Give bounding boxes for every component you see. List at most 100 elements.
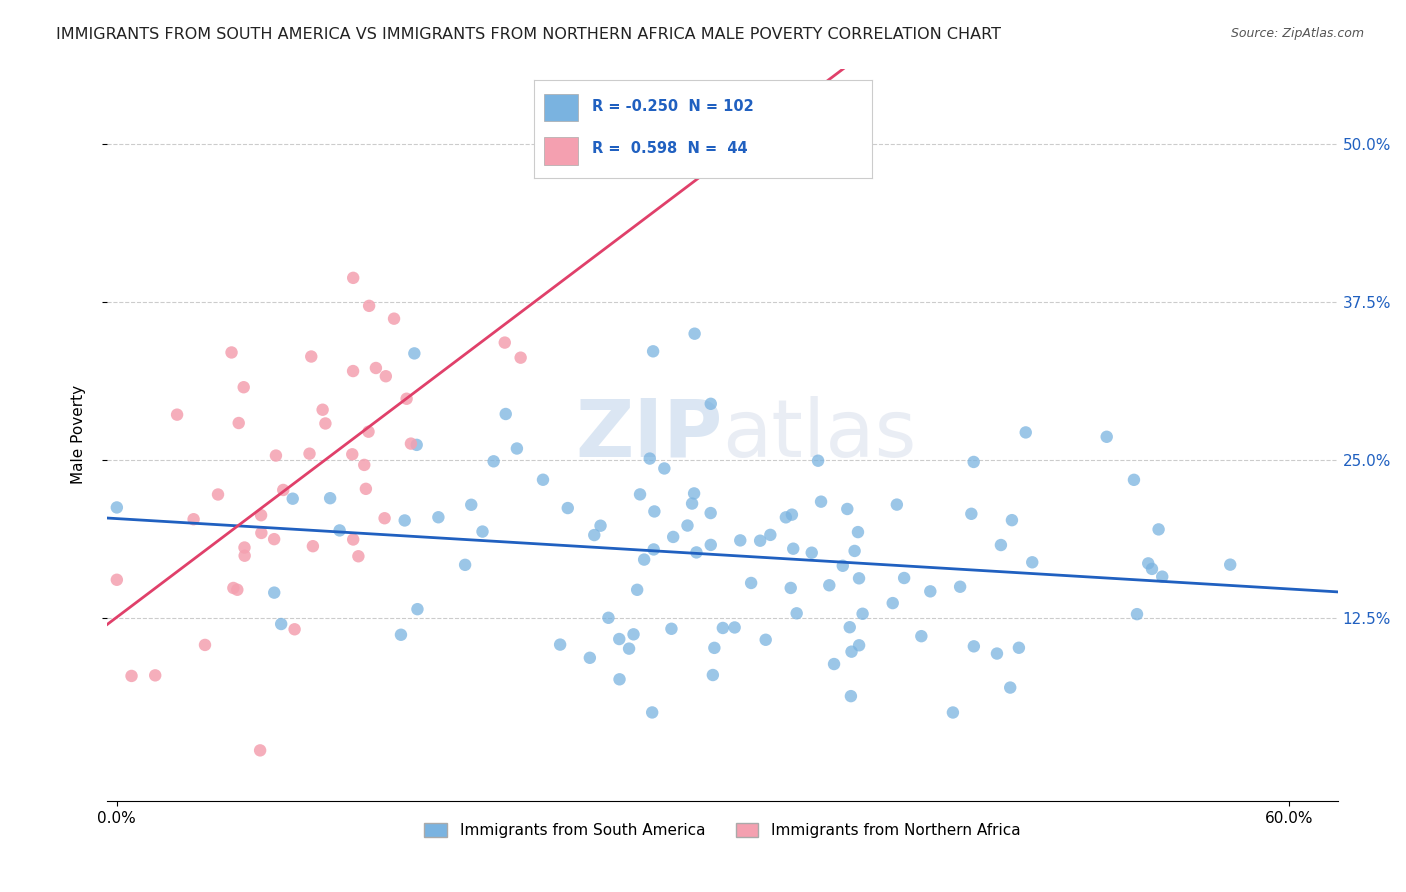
Point [920, 584, 942, 599]
Point [494, 335, 516, 350]
Point [700, 397, 723, 411]
Point [910, 629, 932, 643]
Point [263, 532, 285, 546]
Point [1123, 473, 1146, 487]
Point [395, 392, 418, 406]
Point [583, 528, 606, 542]
Point [963, 455, 986, 469]
Point [557, 501, 579, 516]
Point [222, 581, 245, 595]
Point [740, 576, 762, 591]
Point [531, 473, 554, 487]
Point [509, 351, 531, 365]
Point [482, 454, 505, 468]
Point [194, 638, 217, 652]
Point [683, 326, 706, 341]
Point [342, 533, 364, 547]
Point [685, 545, 707, 559]
Text: R =  0.598  N =  44: R = 0.598 N = 44 [592, 142, 747, 156]
Text: Source: ZipAtlas.com: Source: ZipAtlas.com [1230, 27, 1364, 40]
FancyBboxPatch shape [544, 137, 578, 165]
Point [700, 538, 723, 552]
Point [382, 311, 405, 326]
Point [1126, 607, 1149, 622]
Point [699, 506, 721, 520]
Point [207, 487, 229, 501]
Point [626, 582, 648, 597]
Point [394, 513, 416, 527]
Point [374, 369, 396, 384]
Point [311, 402, 333, 417]
Point [711, 621, 734, 635]
Point [183, 512, 205, 526]
Point [454, 558, 477, 572]
Point [1008, 640, 1031, 655]
Point [749, 533, 772, 548]
Point [949, 580, 972, 594]
Point [405, 438, 427, 452]
Point [800, 546, 823, 560]
Point [271, 483, 294, 497]
Point [893, 571, 915, 585]
Point [233, 541, 256, 555]
Point [249, 743, 271, 757]
Point [623, 627, 645, 641]
Point [683, 486, 706, 500]
Point [963, 640, 986, 654]
Point [233, 549, 256, 563]
FancyBboxPatch shape [544, 94, 578, 121]
Point [1140, 562, 1163, 576]
Point [359, 299, 381, 313]
Text: R = -0.250  N = 102: R = -0.250 N = 102 [592, 99, 754, 114]
Point [661, 622, 683, 636]
Point [986, 647, 1008, 661]
Point [638, 451, 661, 466]
Point [662, 530, 685, 544]
Point [143, 668, 166, 682]
Point [823, 657, 845, 671]
Point [314, 417, 336, 431]
Point [221, 345, 243, 359]
Point [607, 632, 630, 646]
Legend: Immigrants from South America, Immigrants from Northern Africa: Immigrants from South America, Immigrant… [418, 817, 1026, 845]
Text: ZIP: ZIP [575, 396, 723, 474]
Point [1095, 430, 1118, 444]
Point [342, 364, 364, 378]
Point [228, 416, 250, 430]
Point [1219, 558, 1241, 572]
Point [852, 607, 875, 621]
Point [299, 350, 322, 364]
Point [633, 552, 655, 566]
Point [166, 408, 188, 422]
Text: IMMIGRANTS FROM SOUTH AMERICA VS IMMIGRANTS FROM NORTHERN AFRICA MALE POVERTY CO: IMMIGRANTS FROM SOUTH AMERICA VS IMMIGRA… [56, 27, 1001, 42]
Point [264, 449, 287, 463]
Point [730, 533, 752, 548]
Point [848, 638, 870, 652]
Point [105, 573, 128, 587]
Point [990, 538, 1012, 552]
Point [495, 407, 517, 421]
Point [882, 596, 904, 610]
Point [641, 706, 664, 720]
Point [354, 482, 377, 496]
Point [406, 602, 429, 616]
Point [389, 628, 412, 642]
Point [1001, 513, 1024, 527]
Point [353, 458, 375, 472]
Point [839, 689, 862, 703]
Point [886, 498, 908, 512]
Point [786, 607, 808, 621]
Point [589, 518, 612, 533]
Point [250, 525, 273, 540]
Point [848, 571, 870, 585]
Point [357, 425, 380, 439]
Point [404, 346, 426, 360]
Point [347, 549, 370, 564]
Point [232, 380, 254, 394]
Point [105, 500, 128, 515]
Point [844, 544, 866, 558]
Point [329, 524, 352, 538]
Point [1152, 569, 1174, 583]
Point [302, 539, 325, 553]
Point [319, 491, 342, 506]
